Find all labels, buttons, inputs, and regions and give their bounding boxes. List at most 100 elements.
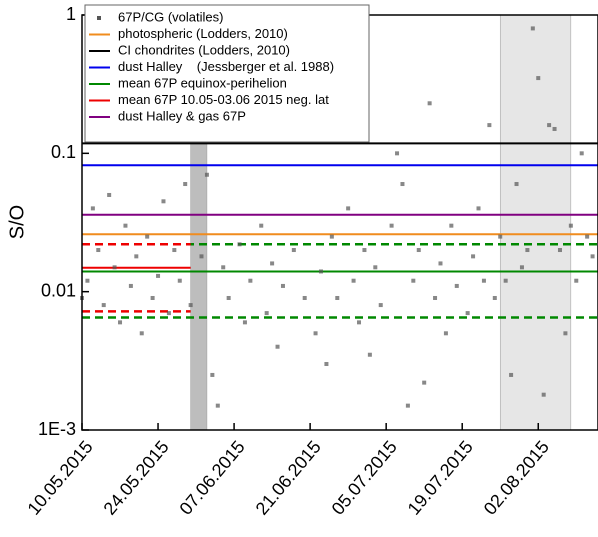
data-point xyxy=(536,76,541,81)
data-point xyxy=(433,295,438,300)
data-point xyxy=(449,223,454,228)
legend-label: dust Halley (Jessberger et al. 1988) xyxy=(118,59,334,74)
data-point xyxy=(210,372,215,377)
data-point xyxy=(563,331,568,336)
data-point xyxy=(351,278,356,283)
data-point xyxy=(530,26,535,31)
data-point xyxy=(405,403,410,408)
x-tick-label: 05.07.2015 xyxy=(328,437,401,519)
data-point xyxy=(128,283,133,288)
data-point xyxy=(487,123,492,128)
x-tick-label: 24.05.2015 xyxy=(100,437,173,519)
data-point xyxy=(471,254,476,259)
data-point xyxy=(291,248,296,253)
data-point xyxy=(585,234,590,239)
data-point xyxy=(411,278,416,283)
data-point xyxy=(547,123,552,128)
data-point xyxy=(590,254,595,259)
legend-label: mean 67P 10.05-03.06 2015 neg. lat xyxy=(118,92,329,107)
data-point xyxy=(519,265,524,270)
data-point xyxy=(112,265,117,270)
data-point xyxy=(172,248,177,253)
y-tick-label: 1 xyxy=(66,4,76,24)
data-point xyxy=(123,223,128,228)
data-point xyxy=(492,295,497,300)
x-tick-label: 21.06.2015 xyxy=(252,437,325,519)
data-point xyxy=(335,295,340,300)
data-point xyxy=(161,199,166,204)
legend-label: dust Halley & gas 67P xyxy=(118,108,246,123)
data-point xyxy=(248,278,253,283)
data-point xyxy=(264,311,269,316)
data-point xyxy=(177,278,182,283)
data-point xyxy=(395,151,400,156)
data-point xyxy=(221,265,226,270)
data-point xyxy=(568,223,573,228)
data-point xyxy=(237,242,242,247)
data-point xyxy=(579,151,584,156)
data-point xyxy=(346,206,351,211)
x-tick-label: 02.08.2015 xyxy=(480,437,553,519)
data-point xyxy=(465,311,470,316)
y-tick-label: 0.1 xyxy=(51,142,76,162)
data-point xyxy=(400,182,405,187)
legend-label: 67P/CG (volatiles) xyxy=(118,9,223,24)
data-point xyxy=(574,278,579,283)
data-point xyxy=(416,248,421,253)
data-point xyxy=(199,254,204,259)
data-point xyxy=(541,392,546,397)
shaded-region xyxy=(499,14,572,431)
data-point xyxy=(389,223,394,228)
y-tick-label: 1E-3 xyxy=(38,419,76,439)
legend-label: mean 67P equinox-perihelion xyxy=(118,75,287,90)
data-point xyxy=(481,278,486,283)
data-point xyxy=(498,234,503,239)
data-point xyxy=(145,234,150,239)
data-point xyxy=(324,361,329,366)
legend-label: photospheric (Lodders, 2010) xyxy=(118,26,288,41)
data-point xyxy=(443,331,448,336)
data-point xyxy=(318,269,323,274)
data-point xyxy=(552,126,557,131)
x-tick-label: 19.07.2015 xyxy=(404,437,477,519)
data-point xyxy=(454,283,459,288)
x-tick-label: 07.06.2015 xyxy=(176,437,249,519)
data-point xyxy=(557,248,562,253)
legend-label: CI chondrites (Lodders, 2010) xyxy=(118,42,290,57)
data-point xyxy=(438,261,443,266)
data-point xyxy=(427,101,432,106)
data-point xyxy=(525,248,530,253)
data-point xyxy=(357,320,362,325)
data-point xyxy=(378,303,383,308)
data-point xyxy=(367,352,372,357)
data-point xyxy=(96,248,101,253)
data-point xyxy=(302,295,307,300)
x-tick-label: 10.05.2015 xyxy=(23,437,96,519)
data-point xyxy=(503,278,508,283)
data-point xyxy=(134,254,139,259)
data-point xyxy=(259,223,264,228)
legend-marker xyxy=(97,16,101,20)
data-point xyxy=(476,206,481,211)
data-point xyxy=(118,320,123,325)
data-point xyxy=(226,295,231,300)
data-point xyxy=(150,295,155,300)
legend-box xyxy=(84,4,370,143)
data-point xyxy=(85,278,90,283)
data-point xyxy=(509,372,514,377)
data-point xyxy=(313,331,318,336)
data-point xyxy=(101,303,106,308)
y-axis-label: S/O xyxy=(6,205,28,239)
data-point xyxy=(242,320,247,325)
data-point xyxy=(280,283,285,288)
y-tick-label: 0.01 xyxy=(41,280,76,300)
data-point xyxy=(139,331,144,336)
data-point xyxy=(215,403,220,408)
data-point xyxy=(90,206,95,211)
data-point xyxy=(362,248,367,253)
data-point xyxy=(514,182,519,187)
data-point xyxy=(156,273,161,278)
data-point xyxy=(183,182,188,187)
data-point xyxy=(204,172,209,177)
